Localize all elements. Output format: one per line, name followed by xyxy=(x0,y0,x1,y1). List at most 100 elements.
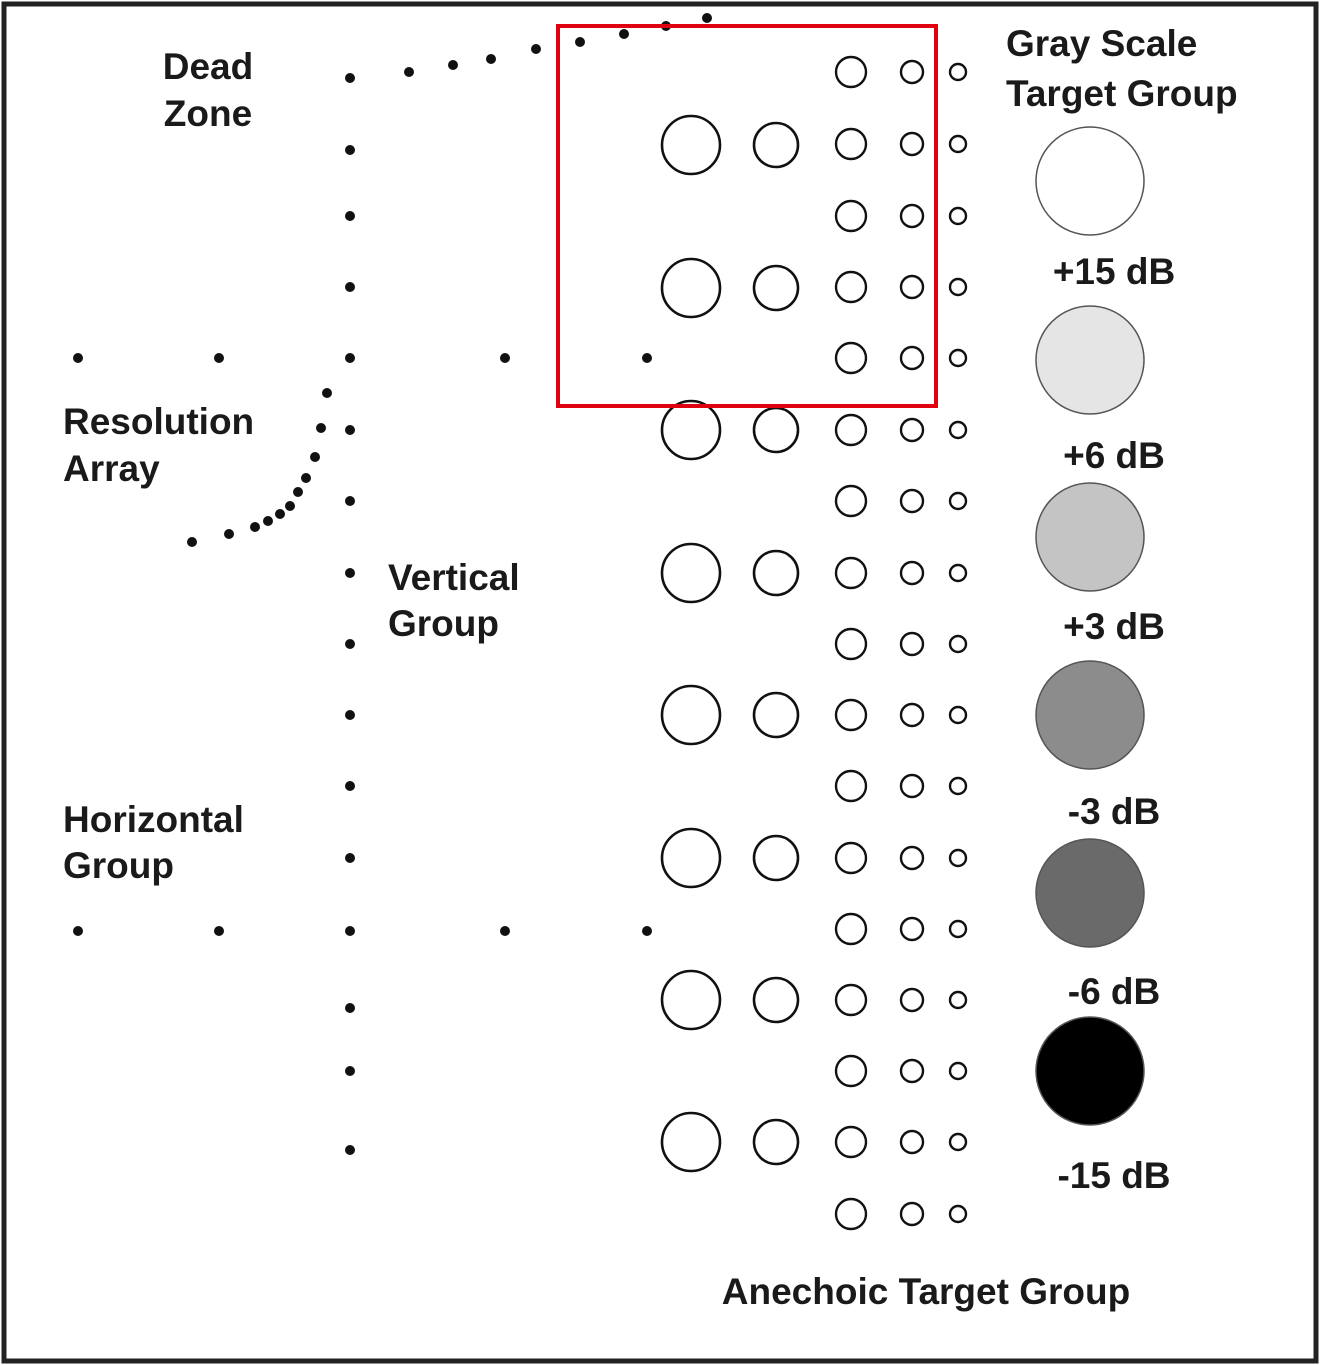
highlight-box xyxy=(556,24,938,408)
point-target xyxy=(500,353,510,363)
point-target xyxy=(345,639,355,649)
anechoic-cyst-smallest xyxy=(948,491,968,511)
vertical-group-label: Vertical xyxy=(388,557,520,598)
point-target xyxy=(316,423,326,433)
gray-scale-target xyxy=(1035,305,1145,415)
point-target xyxy=(345,496,355,506)
anechoic-cyst-smaller xyxy=(899,345,925,371)
anechoic-cyst-medium xyxy=(752,1118,800,1166)
vertical-group-label-line2: Group xyxy=(388,603,499,644)
point-target xyxy=(187,537,197,547)
point-target xyxy=(345,353,355,363)
anechoic-cyst-smaller xyxy=(899,59,925,85)
gray-scale-label: Gray Scale xyxy=(1006,23,1197,64)
point-target xyxy=(310,452,320,462)
point-target xyxy=(345,1003,355,1013)
anechoic-cyst-large xyxy=(660,257,722,319)
gray-scale-target xyxy=(1035,126,1145,236)
anechoic-cyst-smallest xyxy=(948,990,968,1010)
point-target xyxy=(345,710,355,720)
point-target xyxy=(531,44,541,54)
anechoic-target-group xyxy=(660,55,968,1231)
anechoic-cyst-medium xyxy=(752,549,800,597)
anechoic-cyst-smallest xyxy=(948,634,968,654)
point-target xyxy=(322,388,332,398)
gray-scale-db-label: -3 dB xyxy=(1068,791,1161,832)
resolution-array-dots xyxy=(187,388,332,547)
point-target xyxy=(285,501,295,511)
gray-scale-target xyxy=(1035,482,1145,592)
anechoic-cyst-small xyxy=(834,1054,868,1088)
gray-scale-target xyxy=(1035,838,1145,948)
gray-scale-target xyxy=(1035,1016,1145,1126)
anechoic-cyst-smaller xyxy=(899,631,925,657)
anechoic-cyst-smallest xyxy=(948,919,968,939)
anechoic-cyst-smallest xyxy=(948,134,968,154)
anechoic-cyst-smaller xyxy=(899,203,925,229)
anechoic-cyst-large xyxy=(660,542,722,604)
anechoic-cyst-medium xyxy=(752,976,800,1024)
point-target xyxy=(642,353,652,363)
point-target xyxy=(345,145,355,155)
anechoic-cyst-smallest xyxy=(948,62,968,82)
resolution-array-label-line2: Array xyxy=(63,448,160,489)
gray-scale-target xyxy=(1035,660,1145,770)
anechoic-cyst-medium xyxy=(752,406,800,454)
anechoic-cyst-smaller xyxy=(899,1129,925,1155)
anechoic-cyst-smallest xyxy=(948,348,968,368)
anechoic-cyst-medium xyxy=(752,264,800,312)
point-target xyxy=(345,1145,355,1155)
point-target xyxy=(500,926,510,936)
anechoic-cyst-smallest xyxy=(948,420,968,440)
anechoic-cyst-smaller xyxy=(899,987,925,1013)
anechoic-cyst-small xyxy=(834,556,868,590)
horizontal-group-label-line2: Group xyxy=(63,845,174,886)
dead-zone-label: Dead xyxy=(163,46,253,87)
anechoic-cyst-smallest xyxy=(948,563,968,583)
anechoic-cyst-large xyxy=(660,684,722,746)
anechoic-cyst-smallest xyxy=(948,705,968,725)
point-target xyxy=(575,37,585,47)
anechoic-cyst-large xyxy=(660,399,722,461)
anechoic-cyst-smaller xyxy=(899,1058,925,1084)
anechoic-cyst-smallest xyxy=(948,1061,968,1081)
resolution-array-label: Resolution xyxy=(63,401,254,442)
anechoic-cyst-large xyxy=(660,827,722,889)
anechoic-cyst-small xyxy=(834,484,868,518)
point-target xyxy=(73,926,83,936)
anechoic-cyst-small xyxy=(834,270,868,304)
anechoic-cyst-smaller xyxy=(899,773,925,799)
anechoic-cyst-small xyxy=(834,841,868,875)
anechoic-cyst-smallest xyxy=(948,1204,968,1224)
anechoic-cyst-smallest xyxy=(948,277,968,297)
gray-scale-db-label: +15 dB xyxy=(1053,251,1175,292)
point-target xyxy=(642,926,652,936)
dead-zone-label-line2: Zone xyxy=(164,93,252,134)
anechoic-label: Anechoic Target Group xyxy=(722,1271,1130,1312)
anechoic-cyst-smaller xyxy=(899,417,925,443)
horizontal-group-dots xyxy=(73,353,652,936)
gray-scale-label-line2: Target Group xyxy=(1006,73,1238,114)
dead-zone-dots xyxy=(404,13,712,77)
point-target xyxy=(345,853,355,863)
anechoic-cyst-smallest xyxy=(948,776,968,796)
anechoic-cyst-smaller xyxy=(899,702,925,728)
anechoic-cyst-smaller xyxy=(899,488,925,514)
point-target xyxy=(345,781,355,791)
anechoic-cyst-small xyxy=(834,413,868,447)
point-target xyxy=(345,568,355,578)
point-target xyxy=(619,29,629,39)
anechoic-cyst-small xyxy=(834,983,868,1017)
gray-scale-db-label: -6 dB xyxy=(1068,971,1161,1012)
point-target xyxy=(345,282,355,292)
anechoic-cyst-small xyxy=(834,769,868,803)
gray-scale-db-label: +6 dB xyxy=(1063,435,1165,476)
point-target xyxy=(345,211,355,221)
anechoic-cyst-small xyxy=(834,341,868,375)
anechoic-cyst-small xyxy=(834,199,868,233)
point-target xyxy=(404,67,414,77)
anechoic-cyst-smaller xyxy=(899,845,925,871)
anechoic-cyst-smallest xyxy=(948,1132,968,1152)
